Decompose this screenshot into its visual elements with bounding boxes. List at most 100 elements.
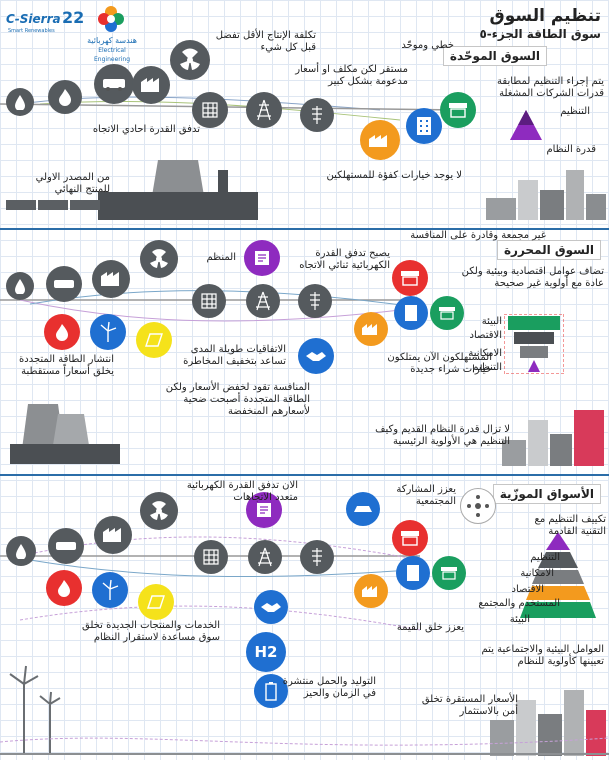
factory-sawtooth-icon — [94, 516, 132, 554]
wind-turbine-icon — [92, 572, 128, 608]
electric-car-icon — [346, 492, 380, 526]
industrial-consumer-icon — [354, 574, 388, 608]
callout-env-social: العوامل البيئية والاجتماعية يتم تعيينها … — [481, 644, 604, 667]
power-plant-illustration — [98, 160, 258, 220]
shop-icon — [430, 296, 464, 330]
regulator-icon — [244, 240, 280, 276]
regulation-pyramid — [510, 110, 542, 140]
apartment-building-icon — [396, 556, 430, 590]
section-divider-1 — [0, 228, 609, 230]
substation-icon — [192, 284, 226, 318]
transmission-tower-icon — [248, 540, 282, 574]
callout-regulation-match: يتم إجراء التنظيم لمطابقة قدرات الشركات … — [497, 76, 604, 99]
oil-drop-icon — [6, 272, 34, 300]
engineering-logo-icon — [96, 4, 126, 34]
nuclear-icon — [140, 492, 178, 530]
apartment-building-icon — [406, 108, 442, 144]
transmission-tower-icon — [246, 284, 280, 318]
callout-distributed: التوليد والحمل منتشرة في الزمان والحيز — [282, 676, 376, 699]
pyramid-env: البيئة — [481, 316, 502, 327]
brand-arabic: هندسة كهربائية — [87, 36, 137, 45]
callout-regulation-label: التنظيم — [560, 106, 590, 117]
community-network-icon — [460, 488, 496, 524]
nuclear-icon — [170, 40, 210, 80]
shop-icon — [432, 556, 466, 590]
callout-contracts: الاتفاقيات طويلة المدى تساعد بتخفيف المخ… — [183, 344, 286, 367]
shop-icon — [440, 92, 476, 128]
brand-logo: C-Sierra 22 Smart Renewables — [6, 8, 86, 38]
factory-sawtooth-icon — [132, 66, 170, 104]
hydrogen-label: H2 — [254, 643, 278, 661]
callout-competition-price: المنافسة تقود لخفض الأسعار ولكن الطاقة ا… — [165, 382, 310, 417]
section-divider-2 — [0, 474, 609, 476]
regulator-icon — [246, 492, 282, 528]
brand-small: Smart Renewables — [8, 28, 55, 34]
page-title: تنظيم السوق — [489, 6, 601, 26]
pyramid-reg: التنظيم — [472, 362, 502, 373]
solar-panel-icon — [136, 322, 172, 358]
pyramid-econ: الاقتصاد — [511, 584, 544, 595]
pyramid-econ: الاقتصاد — [469, 330, 502, 341]
pyramid-cap: الامكانية — [468, 348, 502, 359]
callout-adapt: تكييف التنظيم مع التقنية القادمة — [534, 514, 606, 537]
pyramid-cap: الامكانية — [520, 568, 554, 579]
callout-stable-prices: الأسعار المستقرة تخلق أمن بالاستثمار — [421, 694, 518, 717]
industrial-consumer-icon — [354, 312, 388, 346]
callout-bidirectional: يصبح تدفق القدرة الكهربائية ثنائي الاتجا… — [299, 248, 390, 271]
transformer-icon — [300, 540, 334, 574]
callout-source-to-end: من المصدر الاولي للمنتج النهائي — [35, 172, 110, 195]
brand-c-sierra: C-Sierra — [6, 12, 61, 26]
pyramid-env: البيئة — [509, 614, 530, 625]
gas-flame-icon — [46, 570, 82, 606]
coal-train-icon — [94, 64, 134, 104]
callout-multi-directional: الان تدفق القدرة الكهربائية متعدد الاتجا… — [186, 480, 298, 503]
train-icon — [6, 200, 100, 210]
section-label-distributed: الأسواق الموزّية — [492, 484, 601, 504]
city-skyline-illustration — [486, 170, 606, 220]
callout-power-label: قدرة النظام — [546, 144, 596, 155]
hydrogen-icon: H2 — [246, 632, 286, 672]
callout-lowest-cost: تكلفة الإنتاج الأقل تفضل قبل كل شيء — [215, 30, 316, 53]
apartment-building-icon — [394, 296, 428, 330]
gas-flame-icon — [44, 314, 80, 350]
callout-renewables: انتشار الطاقة المتجددة يخلق أسعاراً مستق… — [19, 354, 114, 377]
callout-community: يعزز المشاركة المجتمعية — [396, 484, 456, 507]
callout-one-way: تدفق القدرة احادي الاتجاه — [92, 124, 200, 135]
callout-expensive: مستقر لكن مكلف او أسعار مدعومة بشكل كبير — [295, 64, 408, 87]
brand-english: Electrical Engineering — [94, 47, 130, 63]
brand-number: 22 — [62, 8, 85, 27]
industrial-consumer-icon — [360, 120, 400, 160]
oil-drop-icon — [6, 536, 36, 566]
transformer-icon — [300, 98, 334, 132]
handshake-icon — [298, 338, 334, 374]
transformer-icon — [298, 284, 332, 318]
solar-panel-icon — [138, 584, 174, 620]
callout-factors: تضاف عوامل اقتصادية وبيئية ولكن عادة مع … — [461, 266, 604, 289]
gas-flame-icon — [48, 80, 82, 114]
shop-icon — [392, 520, 428, 556]
battery-storage-icon — [254, 674, 288, 708]
callout-value: يعزز خلق القيمة — [396, 622, 464, 633]
pyramid-user: المستخدم والمجتمع — [478, 598, 560, 609]
oil-drop-icon — [6, 88, 34, 116]
factory-sawtooth-icon — [92, 260, 130, 298]
handshake-icon — [254, 590, 288, 624]
callout-no-choice: لا يوجد خيارات كفؤة للمستهلكين — [326, 170, 462, 181]
priority-pyramid — [504, 314, 564, 374]
shop-icon — [392, 260, 428, 296]
callout-consumers: المستهلكون الآن يمتلكون خيارات شراء جديد… — [387, 352, 492, 375]
coal-train-icon — [48, 528, 84, 564]
callout-regulator: المنظم — [206, 252, 236, 263]
substation-icon — [194, 540, 228, 574]
ground-lines — [0, 737, 609, 755]
section-label-liberalized: السوق المحررة — [496, 240, 601, 260]
city-skyline-illustration — [502, 410, 604, 466]
section-label-unified: السوق الموحّدة — [442, 46, 547, 66]
wind-farm-illustration — [9, 665, 61, 754]
transmission-tower-icon — [246, 92, 282, 128]
callout-legacy: لا تزال قدرة النظام القديم وكيف التنظيم … — [375, 424, 510, 447]
wind-turbine-icon — [90, 314, 126, 350]
power-plant-illustration — [10, 404, 120, 464]
callout-competition: غير مجمعة وقادرة على المنافسة — [410, 230, 546, 241]
callout-services: الخدمات والمنتجات الجديدة تخلق سوق مساعد… — [82, 620, 220, 643]
